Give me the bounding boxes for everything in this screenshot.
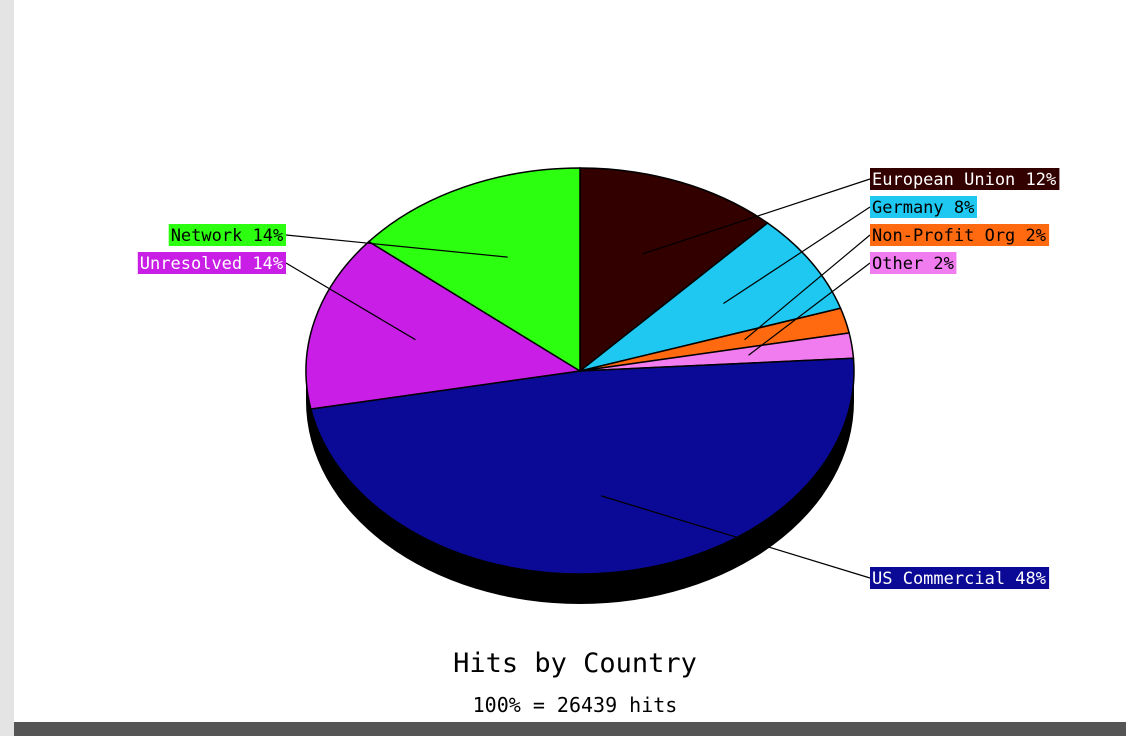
label-bg-non-profit-org (870, 224, 1050, 246)
label-bg-germany (870, 196, 977, 218)
leader-line-non-profit-org (744, 234, 871, 341)
leader-line-other (748, 262, 871, 356)
slice-label-us-commercial: US Commercial 48% (872, 569, 1046, 589)
slice-label-unresolved: Unresolved 14% (140, 254, 283, 274)
frame-left-edge (0, 0, 14, 736)
frame-bottom-bar (14, 722, 1126, 736)
leader-line-germany (723, 206, 871, 305)
slice-label-other: Other 2% (872, 254, 954, 274)
label-bg-us-commercial (870, 567, 1050, 589)
chart-subtitle: 100% = 26439 hits (473, 693, 678, 717)
label-bg-other (870, 252, 957, 274)
leader-line-unresolved (285, 262, 416, 341)
pie-slice-us-commercial (309, 357, 855, 575)
leader-line-us-commercial (601, 495, 871, 579)
label-bg-european-union (870, 168, 1060, 190)
chart-title: Hits by Country (453, 648, 697, 679)
slice-label-network: Network 14% (171, 226, 284, 246)
pie-slice-germany (579, 222, 842, 372)
pie-slice-european-union (579, 167, 769, 373)
label-bg-unresolved (137, 252, 286, 274)
pie-slice-unresolved (305, 240, 583, 410)
pie-slice-network (367, 167, 581, 373)
slice-label-germany: Germany 8% (872, 198, 974, 218)
leader-line-european-union (642, 178, 871, 255)
leader-line-network (285, 234, 508, 258)
slice-label-non-profit-org: Non-Profit Org 2% (872, 226, 1046, 246)
label-bg-network (168, 224, 286, 246)
slice-label-european-union: European Union 12% (872, 170, 1056, 190)
